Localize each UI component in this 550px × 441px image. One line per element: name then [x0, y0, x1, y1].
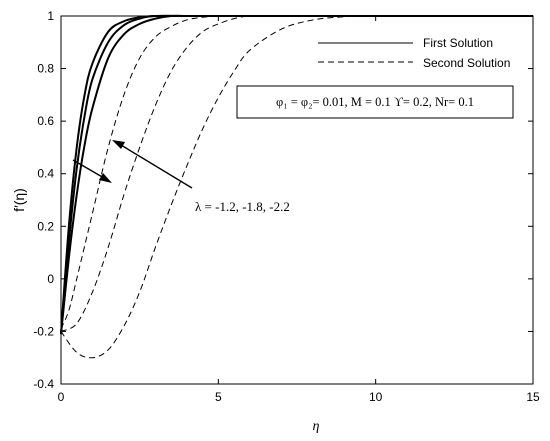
y-tick-label: 0.8 [37, 62, 54, 76]
ticks-group: 0 5 10 15 -0.4 -0.2 0 0.2 0.4 0.6 0.8 1 [33, 9, 540, 404]
arrow-head-left [99, 173, 112, 183]
x-tick-label: 5 [215, 390, 222, 404]
x-tick-label: 0 [58, 390, 65, 404]
parameter-box: φ₁ = φ₂= 0.01, M = 0.1 ϒ= 0.2, Nr= 0.1 [236, 85, 514, 119]
y-tick-label: 0.4 [37, 167, 54, 181]
parameter-box-text: φ₁ = φ₂= 0.01, M = 0.1 ϒ= 0.2, Nr= 0.1 [276, 95, 474, 109]
plot-frame [60, 15, 534, 385]
arrow-shaft-left [72, 159, 105, 179]
x-tick-label: 10 [369, 390, 383, 404]
y-tick-label: 0.2 [37, 219, 54, 233]
arrow-head-right [112, 140, 125, 149]
second-solution-curve-6 [60, 15, 534, 359]
plot-area-border [60, 15, 534, 385]
legend: First Solution Second Solution [318, 36, 510, 70]
legend-label-second-solution: Second Solution [423, 56, 510, 70]
y-tick-label: -0.4 [33, 377, 54, 391]
y-tick-label: -0.2 [33, 324, 54, 338]
arrow-shaft-right [120, 144, 193, 189]
x-tick-label: 15 [526, 390, 540, 404]
y-tick-label: 0.6 [37, 114, 54, 128]
lambda-annotation: λ = -1.2, -1.8, -2.2 [72, 140, 290, 214]
legend-label-first-solution: First Solution [423, 36, 493, 50]
y-axis-label: f′(η) [11, 188, 27, 212]
lambda-annotation-text: λ = -1.2, -1.8, -2.2 [195, 199, 290, 214]
y-tick-label: 0 [47, 272, 54, 286]
parameter-box-border [236, 85, 514, 119]
y-tick-label: 1 [47, 9, 54, 23]
x-axis-label: η [313, 419, 320, 434]
